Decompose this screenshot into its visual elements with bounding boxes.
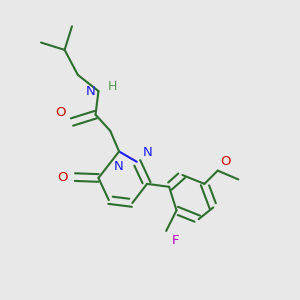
Text: O: O (221, 155, 231, 168)
Text: N: N (86, 85, 95, 98)
Text: N: N (114, 160, 124, 173)
Text: O: O (57, 171, 68, 184)
Text: O: O (56, 106, 66, 119)
Text: F: F (172, 234, 180, 247)
Text: H: H (107, 80, 117, 93)
Text: N: N (142, 146, 152, 159)
